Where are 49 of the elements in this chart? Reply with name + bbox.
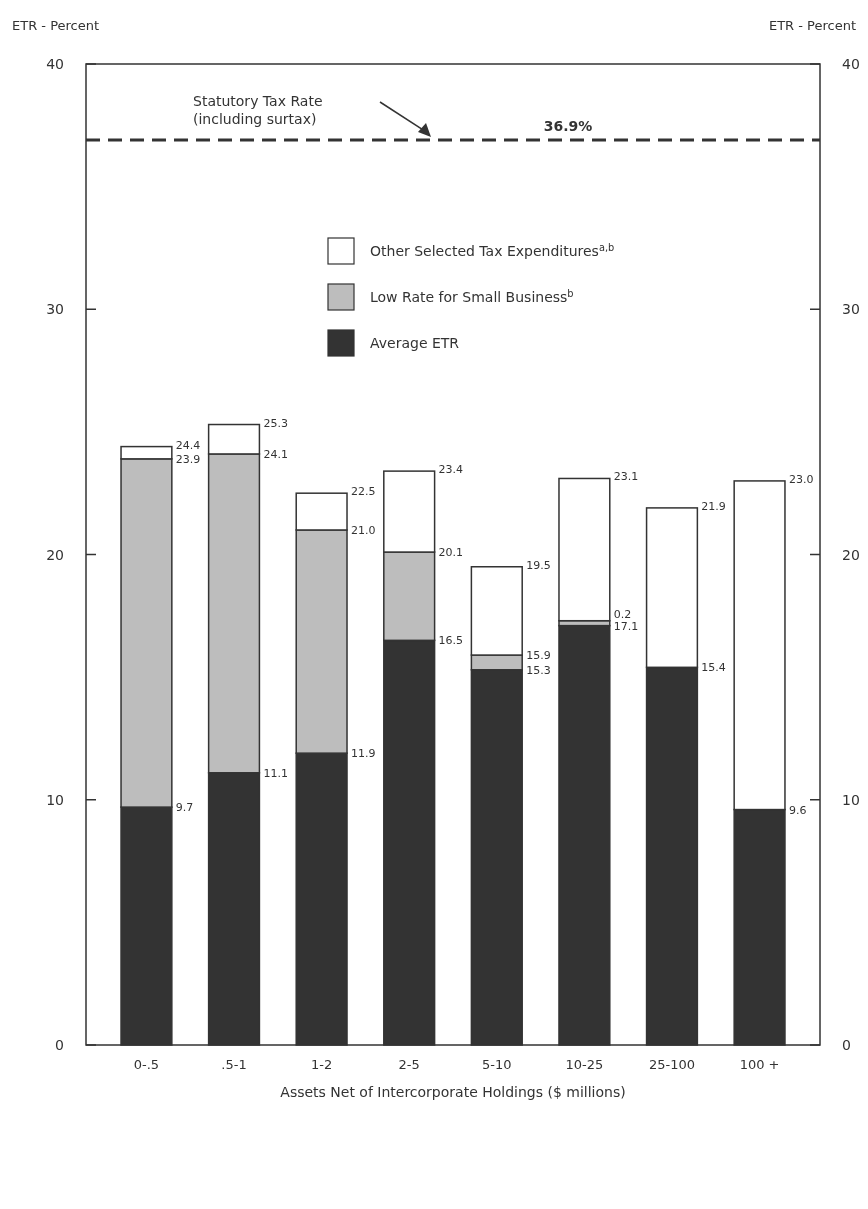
y-tick-label: 0 xyxy=(55,1037,64,1053)
annotation: 23.9 xyxy=(175,452,201,466)
annotation: 15.9 xyxy=(526,649,551,663)
annotation: 15.4 xyxy=(701,661,726,675)
y-tick-label: 20 xyxy=(46,546,64,563)
annotation: 11.9 xyxy=(351,747,376,761)
y2-tick-label: 0 xyxy=(842,1037,851,1053)
total-label: 23.1 xyxy=(613,470,639,484)
total-label: 23.0 xyxy=(788,472,814,486)
total-label: 25.3 xyxy=(263,416,288,430)
y-tick-label: 10 xyxy=(46,791,64,808)
y2-tick-label: 40 xyxy=(842,56,860,72)
y2-tick-label: 30 xyxy=(842,301,860,318)
bar xyxy=(558,477,611,622)
x-tick-label: 5-10 xyxy=(482,1057,512,1072)
annotation: 0.2 xyxy=(613,607,632,621)
total-label: 19.5 xyxy=(526,558,551,572)
annotation: 9.6 xyxy=(788,803,807,817)
annotation: 20.1 xyxy=(438,546,464,560)
ref-line-label: 36.9% xyxy=(543,118,593,135)
x-tick-label: 0-.5 xyxy=(133,1057,160,1072)
total-label: 24.4 xyxy=(175,438,201,452)
x-tick-label: 10-25 xyxy=(565,1057,604,1072)
x-tick-label: .5-1 xyxy=(221,1057,247,1072)
y-tick-label: 40 xyxy=(46,56,64,72)
y2-tick-label: 20 xyxy=(842,546,860,563)
legend-label: Low Rate for Small Business$^{b}$ xyxy=(370,287,574,305)
total-label: 23.4 xyxy=(438,463,464,477)
y2-tick-label: 10 xyxy=(842,791,860,808)
annotation: 15.3 xyxy=(526,663,551,677)
x-tick-label: 2-5 xyxy=(398,1057,420,1072)
annotation: 21.0 xyxy=(351,523,376,537)
total-label: 22.5 xyxy=(351,485,376,499)
annotation: 11.1 xyxy=(263,766,288,780)
annotation: 17.1 xyxy=(613,619,639,633)
y-tick-label: 30 xyxy=(46,301,64,318)
y2-axis-title: ETR - Percent xyxy=(768,18,856,33)
y-axis-title: ETR - Percent xyxy=(12,18,100,33)
x-tick-label: 25-100 xyxy=(648,1057,695,1072)
annotation: Statutory Tax Rate (including surtax) xyxy=(193,93,323,127)
annotation: 16.5 xyxy=(438,634,464,648)
annotation: 24.1 xyxy=(263,447,288,461)
legend-label: Average ETR xyxy=(370,335,460,351)
annotation: 9.7 xyxy=(175,801,194,815)
x-axis-title: Assets Net of Intercorporate Holdings ($ millions) xyxy=(280,1084,626,1100)
total-label: 21.9 xyxy=(701,499,726,513)
x-tick-label: 1-2 xyxy=(311,1057,333,1072)
x-tick-label: 100 + xyxy=(739,1057,780,1072)
legend-label: Other Selected Tax Expenditures$^{a,b}$ xyxy=(370,241,615,259)
